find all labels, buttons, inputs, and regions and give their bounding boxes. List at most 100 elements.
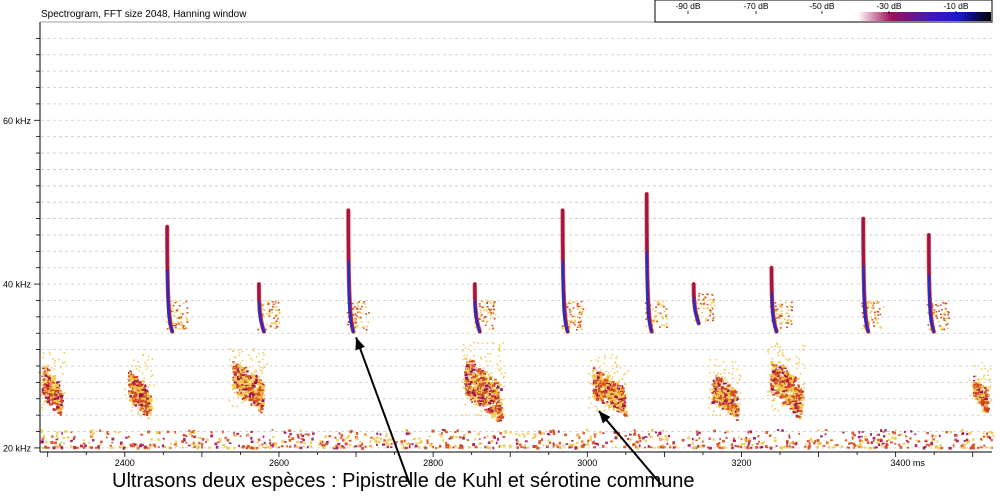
noise-speck [415,442,419,445]
serotine-halo-speck [774,407,776,410]
noise-speck [337,445,341,449]
kuhl-halo-speck [358,301,360,303]
serotine-halo-speck [490,391,492,394]
kuhl-halo-speck [785,322,788,324]
noise-speck [261,446,265,449]
noise-speck [818,443,821,446]
serotine-speck [484,387,487,390]
noise-speck [342,438,345,442]
kuhl-halo-speck [779,305,782,308]
serotine-speck [486,392,490,396]
x-tick-label: 2800 [423,458,443,468]
serotine-halo-speck [982,409,984,412]
kuhl-halo-speck [569,311,571,313]
serotine-halo-speck [976,402,979,404]
noise-speck [376,432,379,435]
serotine-speck [770,385,774,388]
serotine-halo-speck [129,379,131,381]
noise-speck [576,441,579,444]
noise-speck [374,439,378,443]
serotine-halo-speck [777,354,780,357]
serotine-halo-speck [496,409,498,411]
noise-speck [819,442,823,445]
kuhl-halo-speck [271,308,273,311]
serotine-speck [798,402,802,405]
serotine-halo-speck [782,385,785,388]
serotine-speck [620,407,624,410]
noise-speck [539,431,542,435]
kuhl-halo-speck [867,302,870,304]
kuhl-halo-speck [867,305,870,307]
serotine-halo-speck [466,381,468,384]
serotine-halo-speck [144,361,146,364]
kuhl-halo-speck [173,314,175,317]
noise-speck [928,444,931,447]
serotine-speck [614,386,617,389]
serotine-speck [775,395,780,397]
noise-speck [185,435,188,438]
serotine-speck [609,388,613,391]
serotine-speck [140,387,145,390]
serotine-speck [735,419,739,422]
noise-speck [378,440,382,443]
serotine-halo-speck [728,372,730,374]
noise-speck [354,445,358,448]
noise-speck [718,441,721,445]
serotine-speck [783,374,788,377]
noise-speck [593,433,597,436]
serotine-halo-speck [979,400,981,403]
kuhl-halo-speck [646,316,648,319]
noise-speck [548,441,552,444]
serotine-halo-speck [713,371,715,374]
kuhl-halo-speck [776,308,779,310]
serotine-halo-speck [238,373,240,376]
serotine-halo-speck [619,402,621,404]
serotine-speck [142,397,147,400]
serotine-speck [128,391,131,393]
noise-speck [289,432,292,436]
serotine-speck [616,384,620,387]
noise-speck [633,432,637,436]
noise-speck [558,446,562,449]
noise-speck [725,436,728,440]
kuhl-halo-speck [660,305,663,307]
kuhl-halo-speck [274,322,277,324]
noise-speck [174,440,178,444]
noise-speck [759,446,762,449]
serotine-speck [248,398,252,401]
serotine-speck [146,389,149,392]
serotine-halo-speck [732,377,734,380]
noise-speck [274,442,278,444]
serotine-halo-speck [603,388,606,391]
kuhl-halo-speck [360,321,363,323]
kuhl-halo-speck [359,308,362,310]
serotine-speck [255,402,259,405]
noise-speck [932,438,935,441]
serotine-speck [798,406,802,408]
serotine-speck [495,391,498,395]
serotine-halo-speck [973,365,976,367]
noise-speck [864,446,867,449]
kuhl-halo-speck [863,325,866,327]
noise-speck [588,438,591,441]
serotine-speck [483,372,487,376]
noise-speck [246,433,250,436]
kuhl-halo-speck [582,310,584,312]
kuhl-halo-speck [780,322,783,324]
serotine-halo-speck [487,365,489,367]
kuhl-halo-speck [659,312,662,315]
noise-speck [42,436,46,439]
noise-speck [692,446,696,449]
serotine-speck [48,374,51,377]
serotine-speck [977,384,981,387]
serotine-speck [611,387,615,391]
serotine-speck [44,374,48,377]
noise-speck [785,444,788,447]
noise-speck [872,436,876,440]
kuhl-halo-speck [947,311,949,313]
serotine-halo-speck [768,390,770,393]
serotine-speck [719,393,722,396]
serotine-speck [776,372,780,375]
noise-speck [721,439,725,443]
noise-speck [151,444,154,447]
